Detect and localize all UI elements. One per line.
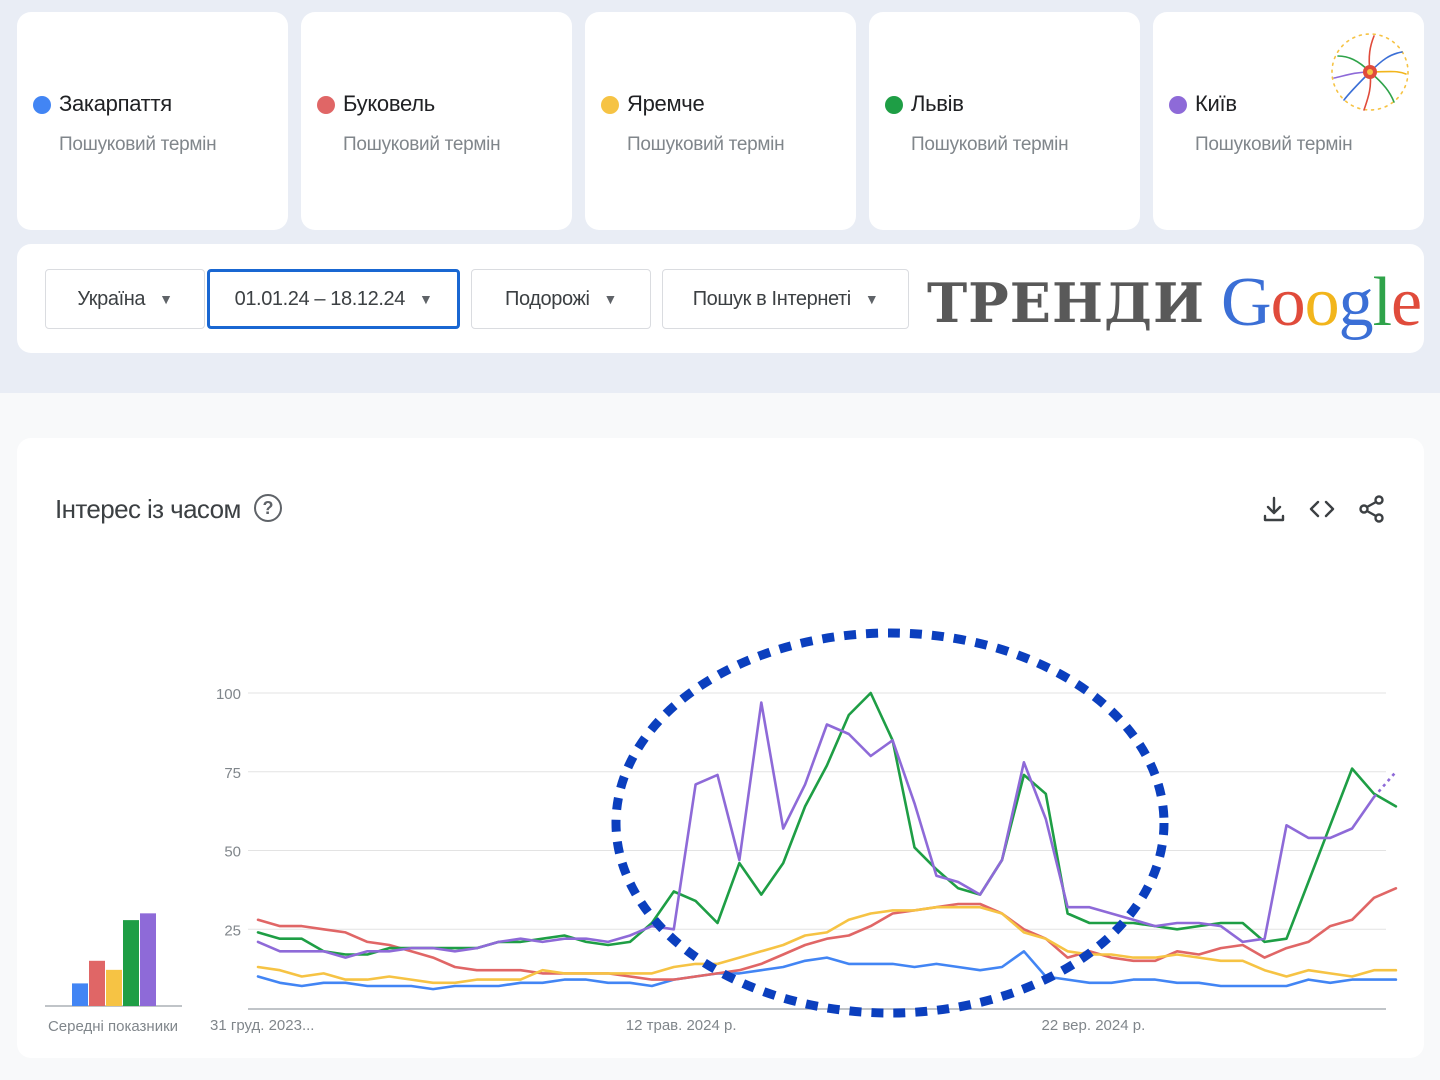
term-card-lviv[interactable]: Львів Пошуковий термін (869, 12, 1140, 230)
filter-bar: Україна ▼ 01.01.24 – 18.12.24 ▼ Подорожі… (17, 244, 1424, 353)
search-terms-row: Закарпаття Пошуковий термін Буковель Пош… (17, 12, 1424, 230)
term-card-kyiv[interactable]: Київ Пошуковий термін (1153, 12, 1424, 230)
search-type-select[interactable]: Пошук в Інтернеті ▼ (662, 269, 909, 329)
dropdown-caret-icon: ▼ (159, 291, 173, 307)
term-name: Київ (1195, 91, 1237, 116)
term-name: Закарпаття (59, 91, 172, 116)
google-letter: g (1338, 264, 1374, 341)
term-subtitle: Пошуковий термін (627, 134, 785, 155)
dropdown-caret-icon: ▼ (864, 291, 879, 307)
date-range-select[interactable]: 01.01.24 – 18.12.24 ▼ (207, 269, 460, 329)
download-icon[interactable] (1259, 494, 1289, 524)
google-letter: e (1391, 264, 1422, 341)
google-letter: o (1304, 264, 1340, 341)
term-color-dot (885, 96, 903, 114)
dropdown-caret-icon: ▼ (418, 291, 433, 307)
term-name: Львів (911, 91, 964, 116)
search-type-label: Пошук в Інтернеті (692, 287, 852, 310)
share-icon[interactable] (1357, 494, 1387, 524)
sun-logo-icon (1331, 33, 1409, 111)
date-range-label: 01.01.24 – 18.12.24 (234, 287, 406, 310)
term-name: Буковель (343, 91, 435, 116)
term-subtitle: Пошуковий термін (59, 134, 217, 155)
term-color-dot (317, 96, 335, 114)
term-subtitle: Пошуковий термін (1195, 134, 1353, 155)
category-select[interactable]: Подорожі ▼ (471, 269, 651, 329)
term-color-dot (601, 96, 619, 114)
term-name: Яремче (627, 91, 705, 116)
region-select[interactable]: Україна ▼ (45, 269, 205, 329)
chart-title: Інтерес із часом (55, 494, 241, 524)
term-subtitle: Пошуковий термін (343, 134, 501, 155)
brand-logo: ТРЕНДИ Google (927, 264, 1422, 341)
google-wordmark: Google (1221, 263, 1422, 343)
term-card-yaremche[interactable]: Яремче Пошуковий термін (585, 12, 856, 230)
google-letter: G (1221, 264, 1272, 341)
category-label: Подорожі (505, 287, 590, 310)
help-circle-icon[interactable]: ? (254, 494, 282, 522)
interest-over-time-card: Інтерес із часом ? (17, 438, 1424, 1058)
embed-code-icon[interactable] (1307, 494, 1337, 524)
google-letter: o (1270, 264, 1306, 341)
brand-word: ТРЕНДИ (927, 271, 1206, 335)
term-color-dot (33, 96, 51, 114)
region-select-label: Україна (77, 287, 146, 310)
google-letter: l (1372, 264, 1392, 341)
term-subtitle: Пошуковий термін (911, 134, 1069, 155)
term-color-dot (1169, 96, 1187, 114)
dropdown-caret-icon: ▼ (603, 291, 618, 307)
term-card-bukovel[interactable]: Буковель Пошуковий термін (301, 12, 572, 230)
term-card-zakarpattia[interactable]: Закарпаття Пошуковий термін (17, 12, 288, 230)
